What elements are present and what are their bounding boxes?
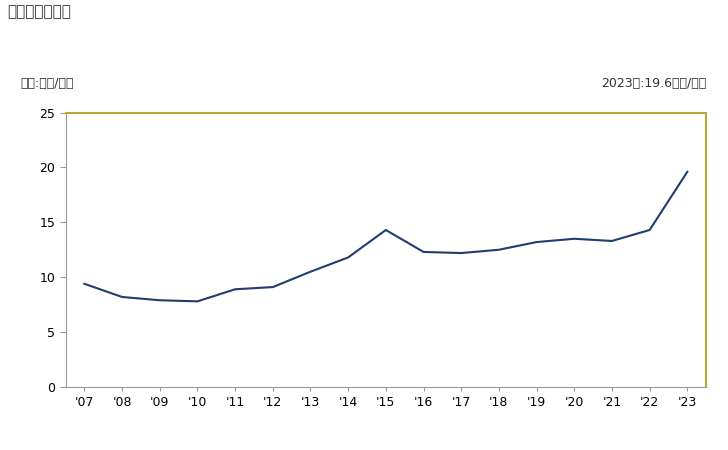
Text: 輸入価格の推移: 輸入価格の推移 — [7, 4, 71, 19]
Text: 2023年:19.6万円/立米: 2023年:19.6万円/立米 — [601, 77, 706, 90]
Text: 単位:万円/立米: 単位:万円/立米 — [20, 77, 74, 90]
